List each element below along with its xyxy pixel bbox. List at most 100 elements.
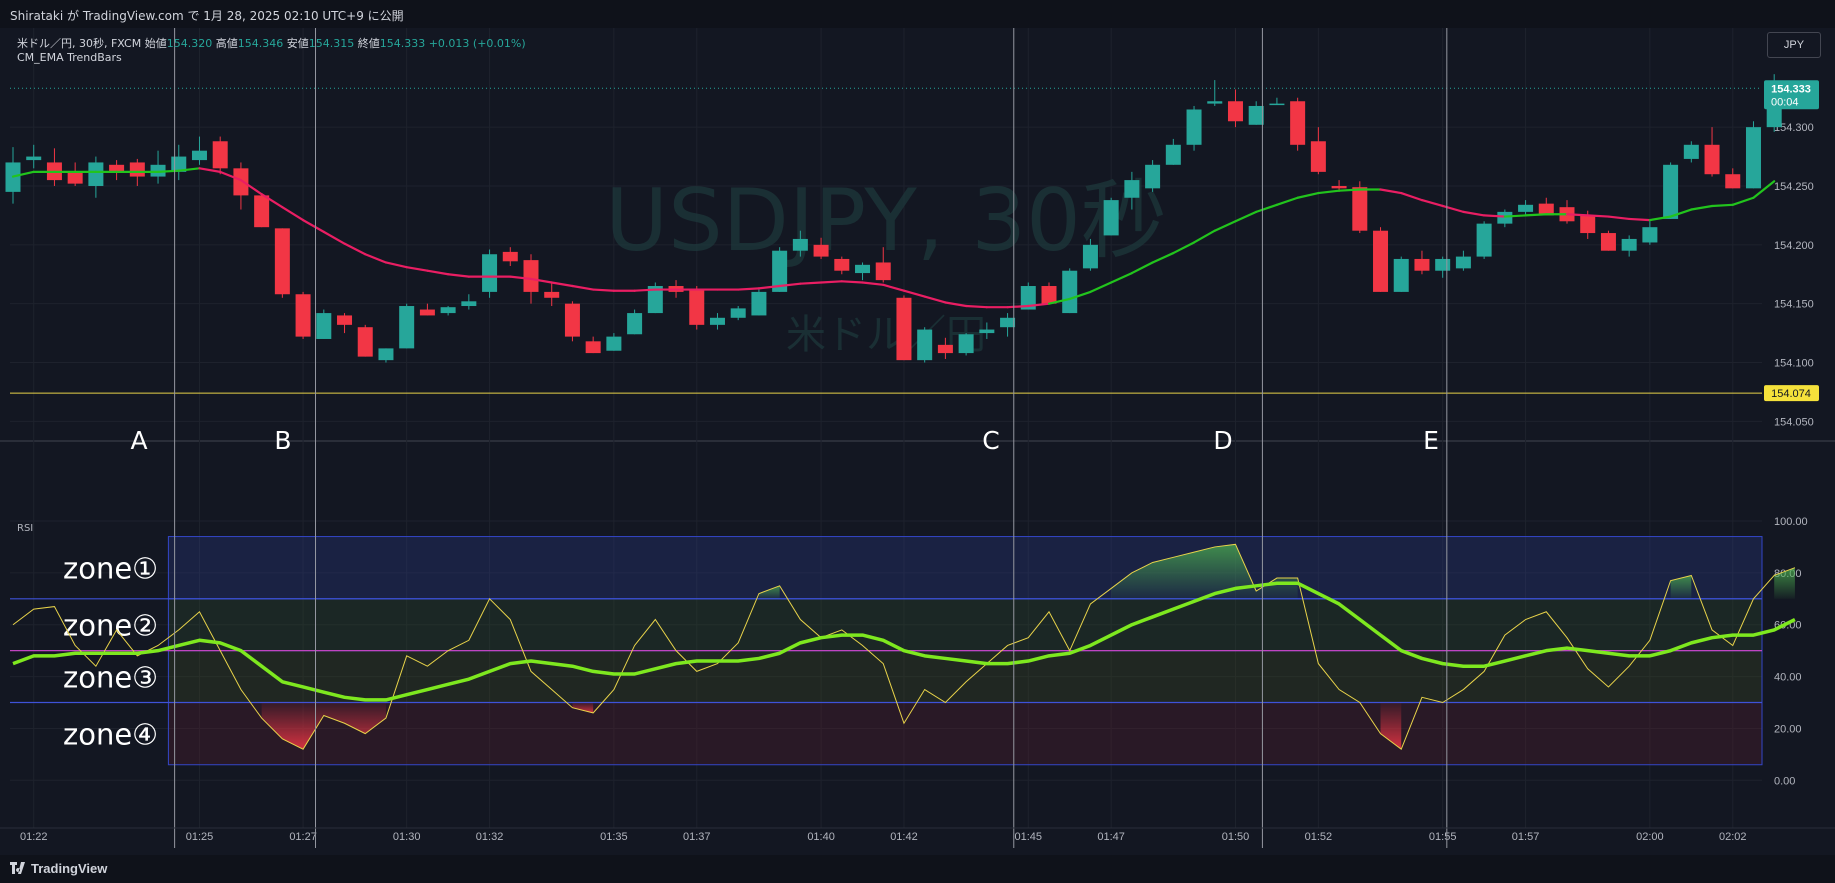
- ema-segment: [633, 288, 657, 292]
- rsi-series-thin: [12, 543, 1796, 750]
- ema-segment: [737, 287, 761, 291]
- bull-candle: [1642, 227, 1658, 243]
- bull-candle: [606, 336, 622, 351]
- bull-candle: [1124, 180, 1140, 198]
- bull-candle: [1663, 164, 1679, 219]
- bull-candle: [709, 317, 725, 325]
- bull-candle: [730, 308, 746, 318]
- ema-segment: [1234, 210, 1258, 223]
- bear-candle: [254, 195, 270, 228]
- currency-button[interactable]: JPY: [1767, 32, 1821, 58]
- footer: TradingView: [0, 855, 1835, 883]
- ema-segment: [1192, 229, 1216, 244]
- time-tick-label: 01:50: [1222, 831, 1250, 843]
- bear-candle: [1290, 101, 1306, 145]
- time-tick-label: 01:32: [476, 831, 504, 843]
- bull-candle: [191, 150, 207, 161]
- ema-segment: [1524, 213, 1548, 217]
- publish-header: Shirataki が TradingView.com で 1月 28, 202…: [0, 0, 1835, 28]
- bull-candle: [316, 313, 332, 339]
- ema-segment: [1317, 189, 1341, 195]
- ema-segment: [1130, 261, 1154, 275]
- rsi-zone-2: [167, 598, 1763, 652]
- hline-price-label: 154.074: [1771, 388, 1811, 400]
- zone-label-1: zone①: [63, 552, 158, 586]
- zone-label-2: zone②: [63, 609, 158, 643]
- time-tick-label: 01:40: [807, 831, 835, 843]
- ema-segment: [799, 281, 823, 285]
- oversold-fill: [261, 702, 386, 750]
- chart-canvas[interactable]: 154.300 154.250 154.200 154.150 154.100 154.0…: [0, 28, 1835, 855]
- ema-segment: [840, 280, 864, 284]
- bear-candle: [1414, 258, 1430, 271]
- ema-segment: [529, 277, 553, 284]
- bear-candle: [564, 303, 580, 337]
- ema-segment: [1151, 251, 1175, 264]
- bear-candle: [1580, 215, 1596, 234]
- hline-price-tag: [1764, 385, 1819, 402]
- bull-candle: [378, 348, 394, 361]
- ema-segment: [592, 288, 615, 292]
- bull-candle: [461, 301, 477, 307]
- bull-candle: [1186, 109, 1202, 145]
- rsi-series-thick: [12, 581, 1796, 702]
- ema-segment: [1420, 199, 1444, 208]
- bear-candle: [233, 168, 249, 196]
- tv-logo-icon: [10, 862, 25, 874]
- ema-segment: [1752, 180, 1776, 199]
- price-tick-label: 154.100: [1774, 358, 1814, 370]
- bear-candle: [67, 171, 83, 184]
- ema-segment: [426, 269, 450, 276]
- change-value: +0.013 (+0.01%): [428, 37, 526, 50]
- price-tick-label: 154.150: [1774, 299, 1814, 311]
- ema-segment: [571, 284, 595, 291]
- ema-segment: [1068, 290, 1092, 301]
- ema-segment: [405, 266, 429, 272]
- bull-candle: [1000, 317, 1016, 328]
- zone-label-3: zone③: [63, 661, 158, 695]
- ema-segment: [1607, 215, 1631, 221]
- marker-label-B: B: [274, 426, 291, 455]
- bull-candle: [772, 250, 788, 292]
- ema-segment: [1648, 215, 1672, 222]
- indicator-label[interactable]: CM_EMA TrendBars: [17, 51, 122, 64]
- bull-candle: [1621, 238, 1637, 251]
- close-label: 終値: [357, 37, 380, 50]
- ema-segment: [1731, 196, 1755, 206]
- ema-segment: [1586, 214, 1610, 218]
- ema-segment: [1628, 217, 1651, 222]
- watermark-subtitle: 米ドル／円: [786, 312, 986, 358]
- bull-candle: [979, 329, 995, 334]
- time-tick-label: 01:55: [1429, 831, 1457, 843]
- rsi-tick-label: 40.00: [1774, 672, 1802, 684]
- ema-segment: [1565, 213, 1589, 217]
- rsi-tick-label: 60.00: [1774, 620, 1802, 632]
- ema-segment: [778, 282, 802, 288]
- ema-segment: [1027, 302, 1051, 308]
- zone-label-4: zone④: [63, 718, 158, 752]
- bear-candle: [1538, 203, 1554, 216]
- rsi-zone-1: [167, 536, 1763, 600]
- ema-segment: [364, 253, 388, 264]
- ohlc-legend: 米ドル／円, 30秒, FXCM 始値154.320 高値154.346 安値1…: [17, 35, 526, 51]
- ema-segment: [1710, 203, 1734, 208]
- rsi-label[interactable]: RSI: [17, 523, 34, 534]
- bull-candle: [627, 313, 643, 335]
- symbol-label: 米ドル／円, 30秒, FXCM: [17, 37, 142, 50]
- bear-candle: [1041, 286, 1057, 304]
- bull-candle: [1269, 103, 1285, 106]
- time-tick-label: 01:30: [393, 831, 421, 843]
- ema-segment: [965, 304, 988, 309]
- ema-segment: [156, 169, 180, 173]
- price-tick-label: 154.250: [1774, 181, 1814, 193]
- ema-segment: [281, 206, 305, 222]
- marker-label-C: C: [982, 426, 999, 455]
- bull-candle: [1455, 256, 1471, 269]
- ema-segment: [301, 219, 325, 233]
- bull-candle: [1082, 244, 1098, 269]
- bull-candle: [88, 162, 104, 186]
- ema-segment: [1669, 208, 1693, 218]
- ema-segment: [1110, 271, 1133, 284]
- bear-candle: [937, 344, 953, 354]
- time-tick-label: 02:02: [1719, 831, 1747, 843]
